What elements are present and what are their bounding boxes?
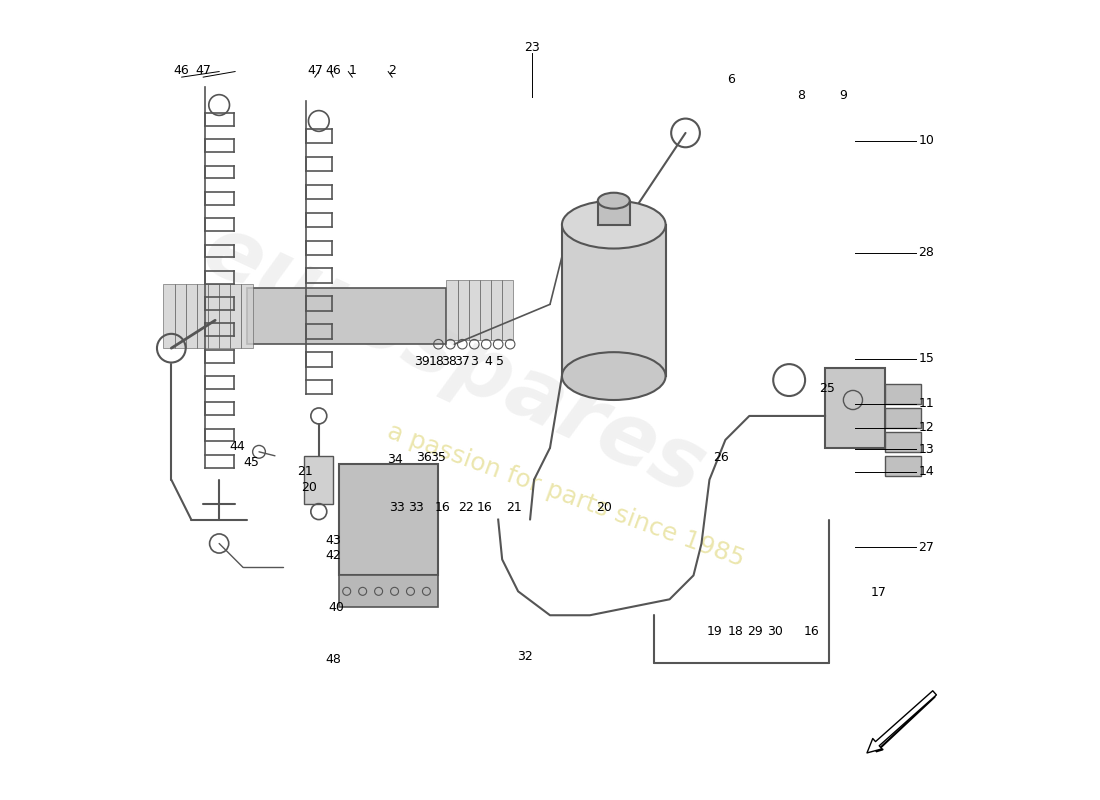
Text: 26: 26: [714, 451, 729, 464]
Text: 39: 39: [415, 355, 430, 368]
Bar: [208, 285, 219, 348]
Ellipse shape: [562, 201, 666, 249]
Text: 21: 21: [297, 466, 313, 478]
Text: 44: 44: [230, 440, 245, 453]
Bar: [305, 456, 333, 504]
Text: 3: 3: [471, 355, 478, 368]
Text: 32: 32: [517, 650, 532, 663]
Text: 12: 12: [918, 422, 934, 434]
Bar: [491, 281, 503, 340]
Bar: [197, 285, 208, 348]
Text: 4: 4: [484, 355, 492, 368]
Bar: [884, 408, 921, 428]
Text: 10: 10: [918, 134, 934, 147]
Text: 40: 40: [329, 601, 344, 614]
Text: eurospares: eurospares: [190, 207, 718, 513]
Text: 21: 21: [506, 501, 522, 514]
Bar: [230, 285, 242, 348]
Bar: [884, 384, 921, 404]
Text: 20: 20: [301, 481, 317, 494]
Text: 6: 6: [727, 73, 735, 86]
Text: 36: 36: [416, 451, 432, 464]
Bar: [469, 281, 480, 340]
Bar: [219, 285, 230, 348]
Text: 42: 42: [326, 549, 341, 562]
Bar: [339, 575, 439, 607]
Text: 16: 16: [476, 501, 493, 514]
Text: 43: 43: [326, 534, 341, 547]
Text: 2: 2: [388, 64, 396, 77]
Bar: [480, 281, 491, 340]
Text: 37: 37: [454, 355, 470, 368]
Text: 5: 5: [496, 355, 504, 368]
Text: 22: 22: [459, 501, 474, 514]
Text: 46: 46: [174, 64, 189, 77]
Text: 47: 47: [196, 64, 211, 77]
Text: 16: 16: [434, 501, 450, 514]
Text: 45: 45: [243, 456, 258, 469]
Bar: [248, 288, 447, 344]
Text: 15: 15: [918, 352, 934, 365]
Bar: [175, 285, 186, 348]
Text: 19: 19: [706, 625, 722, 638]
Text: 11: 11: [918, 398, 934, 410]
Bar: [447, 281, 458, 340]
Text: 30: 30: [767, 625, 783, 638]
Bar: [339, 464, 439, 575]
Text: 20: 20: [596, 501, 612, 514]
Text: 47: 47: [307, 64, 322, 77]
Text: 16: 16: [804, 625, 820, 638]
Text: 48: 48: [326, 653, 341, 666]
Bar: [186, 285, 197, 348]
Text: 18: 18: [728, 625, 744, 638]
Text: a passion for parts since 1985: a passion for parts since 1985: [384, 420, 748, 572]
Bar: [562, 225, 666, 376]
Text: 35: 35: [430, 451, 447, 464]
Text: 33: 33: [408, 501, 424, 514]
Bar: [458, 281, 469, 340]
Bar: [163, 285, 175, 348]
Text: 34: 34: [387, 454, 403, 466]
Bar: [825, 368, 884, 448]
Ellipse shape: [562, 352, 666, 400]
Text: 33: 33: [389, 501, 405, 514]
Text: 38: 38: [441, 355, 456, 368]
Text: 23: 23: [525, 41, 540, 54]
Bar: [597, 201, 629, 225]
Bar: [503, 281, 514, 340]
Text: 13: 13: [918, 443, 934, 456]
Text: 14: 14: [918, 466, 934, 478]
Text: 18: 18: [429, 355, 444, 368]
Text: 8: 8: [798, 89, 805, 102]
Text: 27: 27: [918, 541, 934, 554]
Bar: [884, 456, 921, 476]
Bar: [884, 432, 921, 452]
Text: 29: 29: [747, 625, 762, 638]
Ellipse shape: [597, 193, 629, 209]
Text: 17: 17: [870, 586, 887, 599]
Text: 28: 28: [918, 246, 934, 259]
Text: 9: 9: [839, 89, 847, 102]
Bar: [242, 285, 253, 348]
Text: 25: 25: [820, 382, 835, 394]
Text: 46: 46: [326, 64, 341, 77]
Text: 1: 1: [349, 64, 356, 77]
